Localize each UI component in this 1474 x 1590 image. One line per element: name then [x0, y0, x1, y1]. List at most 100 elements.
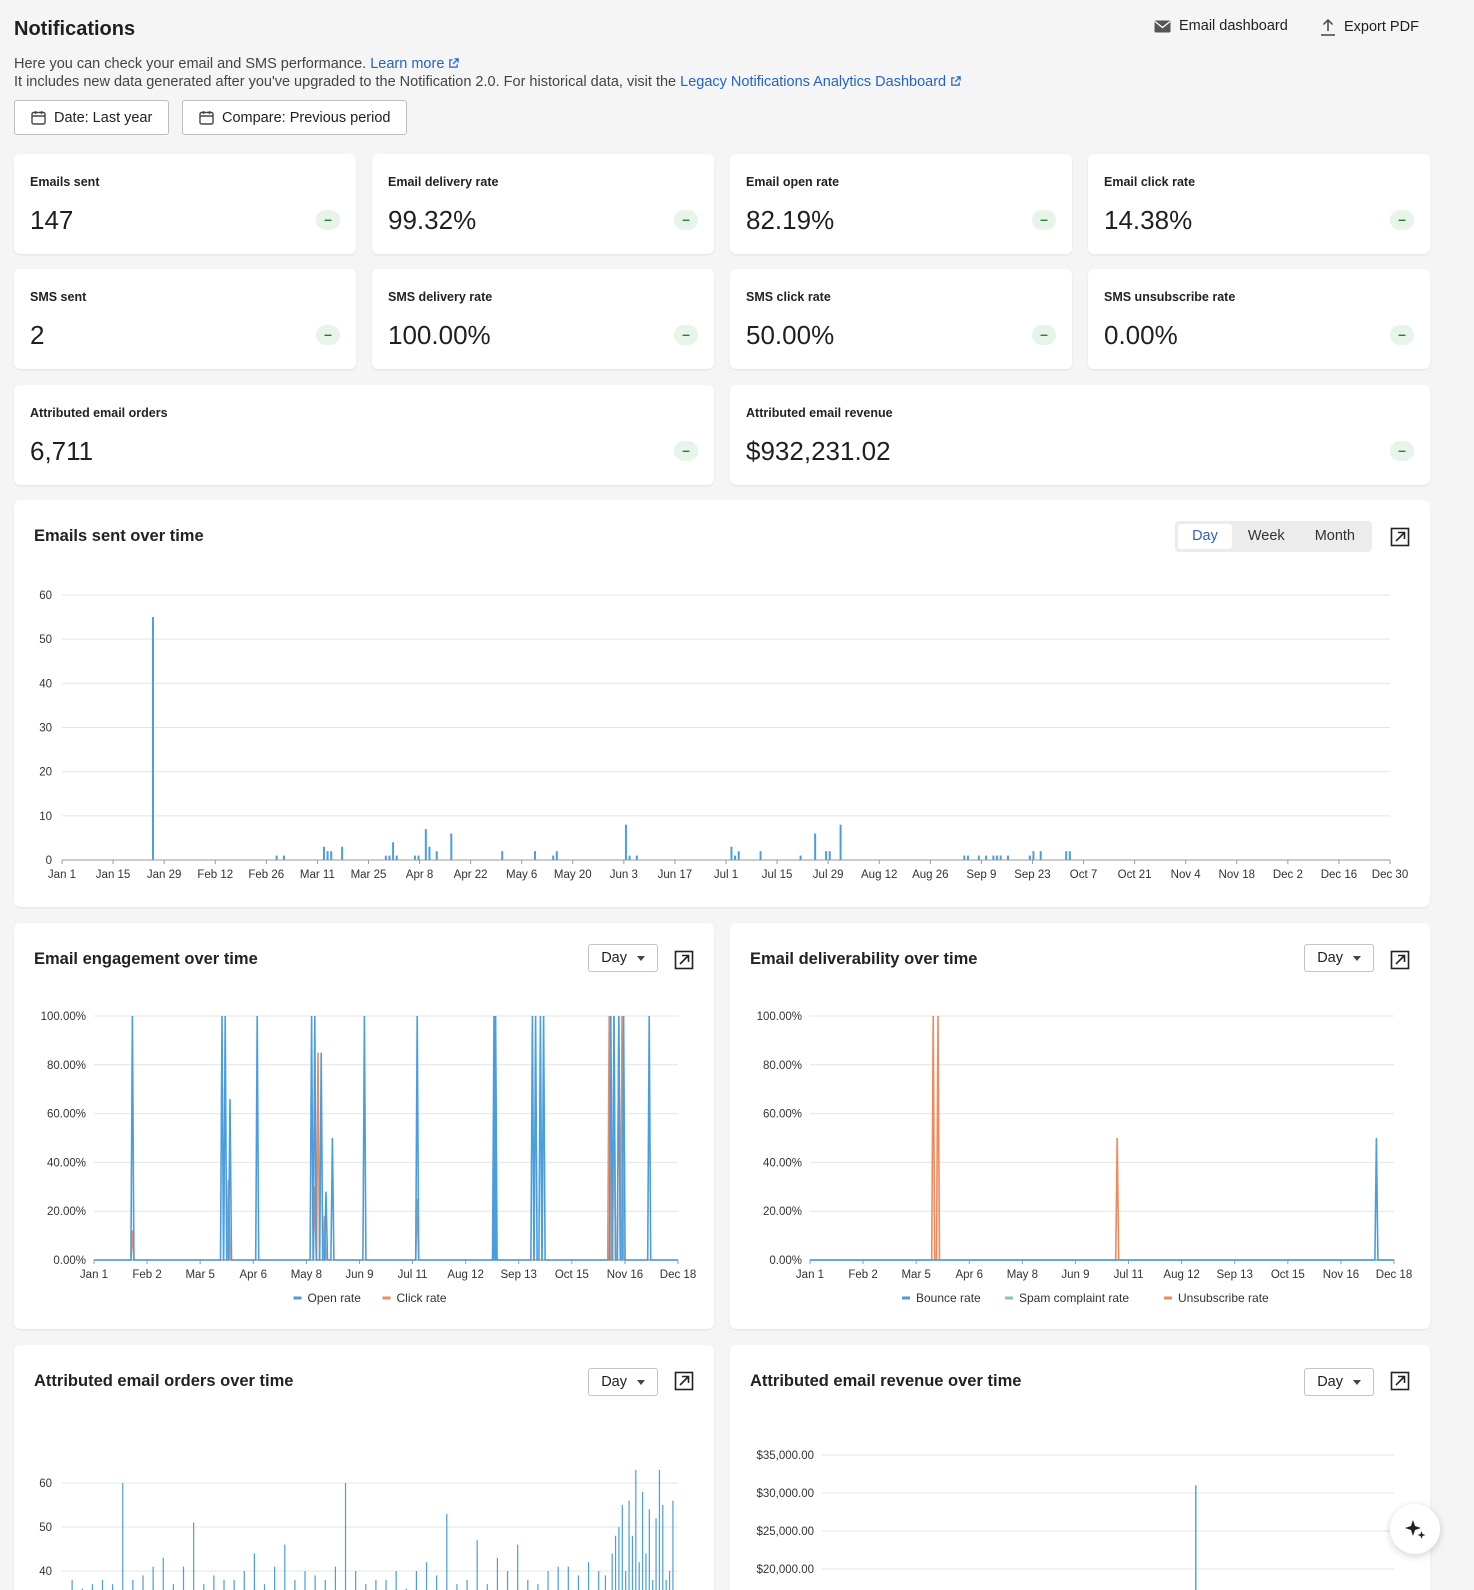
legend-label: Click rate — [397, 1291, 447, 1305]
bar — [344, 1483, 347, 1590]
bar — [624, 824, 627, 860]
x-tick-label: Feb 2 — [848, 1269, 877, 1281]
kpi-change-badge: – — [1390, 210, 1414, 230]
y-tick-label: 60 — [39, 1478, 52, 1490]
granularity-week[interactable]: Week — [1247, 528, 1285, 544]
kpi-label: SMS delivery rate — [388, 290, 493, 304]
legacy-dashboard-link[interactable]: Legacy Notifications Analytics Dashboard — [680, 74, 961, 90]
bar — [1006, 855, 1009, 860]
bar — [213, 1575, 215, 1590]
kpi-label: Email delivery rate — [388, 175, 499, 189]
bar — [182, 1566, 185, 1590]
bar — [1065, 851, 1068, 860]
bar — [966, 855, 969, 860]
bar — [456, 1584, 458, 1590]
assistant-button[interactable] — [1390, 1504, 1440, 1554]
y-tick-label: 0.00% — [769, 1255, 802, 1267]
bar — [517, 1544, 519, 1590]
email-dashboard-button[interactable]: Email dashboard — [1154, 18, 1288, 34]
bar — [223, 1579, 225, 1590]
granularity-toggle[interactable]: Day Week Month — [1175, 521, 1372, 552]
bar — [284, 1544, 286, 1590]
granularity-dropdown[interactable]: Day — [1304, 944, 1374, 972]
bar — [81, 1588, 83, 1590]
expand-icon[interactable] — [674, 950, 694, 970]
bar — [496, 1557, 499, 1590]
bar — [435, 851, 438, 860]
x-tick-label: Apr 6 — [956, 1269, 984, 1281]
kpi-sms-unsubscribe-rate: SMS unsubscribe rate 0.00% – — [1088, 269, 1430, 369]
expand-icon[interactable] — [1390, 527, 1410, 547]
bar — [648, 1509, 650, 1590]
x-tick-label: Sep 23 — [1014, 869, 1050, 881]
x-tick-label: Apr 6 — [240, 1269, 268, 1281]
kpi-change-badge: – — [316, 210, 340, 230]
bar — [274, 1566, 276, 1590]
y-tick-label: $25,000.00 — [756, 1526, 814, 1538]
series-line — [810, 1137, 1394, 1261]
bar — [395, 855, 398, 860]
bar — [506, 1571, 509, 1590]
bar — [985, 855, 988, 860]
x-tick-label: Dec 2 — [1273, 869, 1303, 881]
x-tick-label: Jan 1 — [80, 1269, 108, 1281]
dropdown-value: Day — [1317, 950, 1343, 966]
x-tick-label: Oct 15 — [1271, 1269, 1305, 1281]
export-pdf-button[interactable]: Export PDF — [1320, 18, 1419, 36]
y-tick-label: 40.00% — [47, 1157, 86, 1169]
bar — [415, 1571, 418, 1590]
expand-icon[interactable] — [674, 1371, 694, 1391]
calendar-icon — [31, 111, 46, 125]
y-tick-label: $35,000.00 — [756, 1450, 814, 1462]
bar — [243, 1571, 245, 1590]
expand-icon[interactable] — [1390, 1371, 1410, 1391]
x-tick-label: Jun 17 — [658, 869, 693, 881]
kpi-change-badge: – — [674, 210, 698, 230]
expand-icon[interactable] — [1390, 950, 1410, 970]
emails-sent-chart: 0 10 20 30 40 50 60 Jan 1 Jan 15 Jan 29 Feb 12 Feb … — [39, 590, 1408, 881]
x-tick-label: Feb 2 — [132, 1269, 161, 1281]
bar — [428, 846, 431, 860]
kpi-label: Attributed email revenue — [746, 406, 893, 420]
bar — [294, 1579, 296, 1590]
emails-sent-chart-card: Emails sent over time Day Week Month 0 10… — [14, 500, 1430, 907]
bar — [385, 1579, 387, 1590]
x-tick-label: Mar 5 — [901, 1269, 930, 1281]
bar — [425, 1562, 428, 1590]
kpi-emails-sent: Emails sent 147 – — [14, 154, 356, 254]
bar — [999, 855, 1002, 860]
bar — [977, 855, 980, 860]
kpi-value: 50.00% — [746, 320, 835, 350]
x-tick-label: Aug 12 — [447, 1269, 483, 1281]
granularity-month[interactable]: Month — [1314, 528, 1355, 544]
caret-down-icon — [1353, 1379, 1361, 1385]
legend-label: Spam complaint rate — [1019, 1291, 1129, 1305]
bar — [641, 1491, 644, 1590]
bar — [618, 1527, 620, 1590]
granularity-dropdown[interactable]: Day — [588, 1368, 658, 1396]
legend-label: Bounce rate — [916, 1291, 981, 1305]
bar — [557, 1566, 559, 1590]
bar — [1068, 851, 1071, 860]
export-pdf-label: Export PDF — [1344, 19, 1419, 35]
granularity-dropdown[interactable]: Day — [1304, 1368, 1374, 1396]
bar — [71, 1579, 73, 1590]
bar — [334, 1566, 337, 1590]
bar — [1039, 851, 1042, 860]
x-tick-label: Oct 7 — [1070, 869, 1097, 881]
learn-more-link[interactable]: Learn more — [370, 56, 460, 72]
compare-filter-button[interactable]: Compare: Previous period — [182, 100, 408, 135]
kpi-value: 100.00% — [388, 320, 491, 350]
x-tick-label: Feb 26 — [248, 869, 284, 881]
bar — [734, 855, 737, 860]
x-tick-label: Sep 13 — [501, 1269, 537, 1281]
kpi-label: Email open rate — [746, 175, 840, 189]
bar — [631, 1535, 634, 1590]
granularity-dropdown[interactable]: Day — [588, 944, 658, 972]
date-filter-button[interactable]: Date: Last year — [14, 100, 170, 135]
kpi-sms-sent: SMS sent 2 – — [14, 269, 356, 369]
bar — [501, 851, 504, 860]
bar — [355, 1571, 357, 1590]
kpi-value: 0.00% — [1104, 320, 1178, 350]
granularity-day[interactable]: Day — [1178, 524, 1232, 549]
